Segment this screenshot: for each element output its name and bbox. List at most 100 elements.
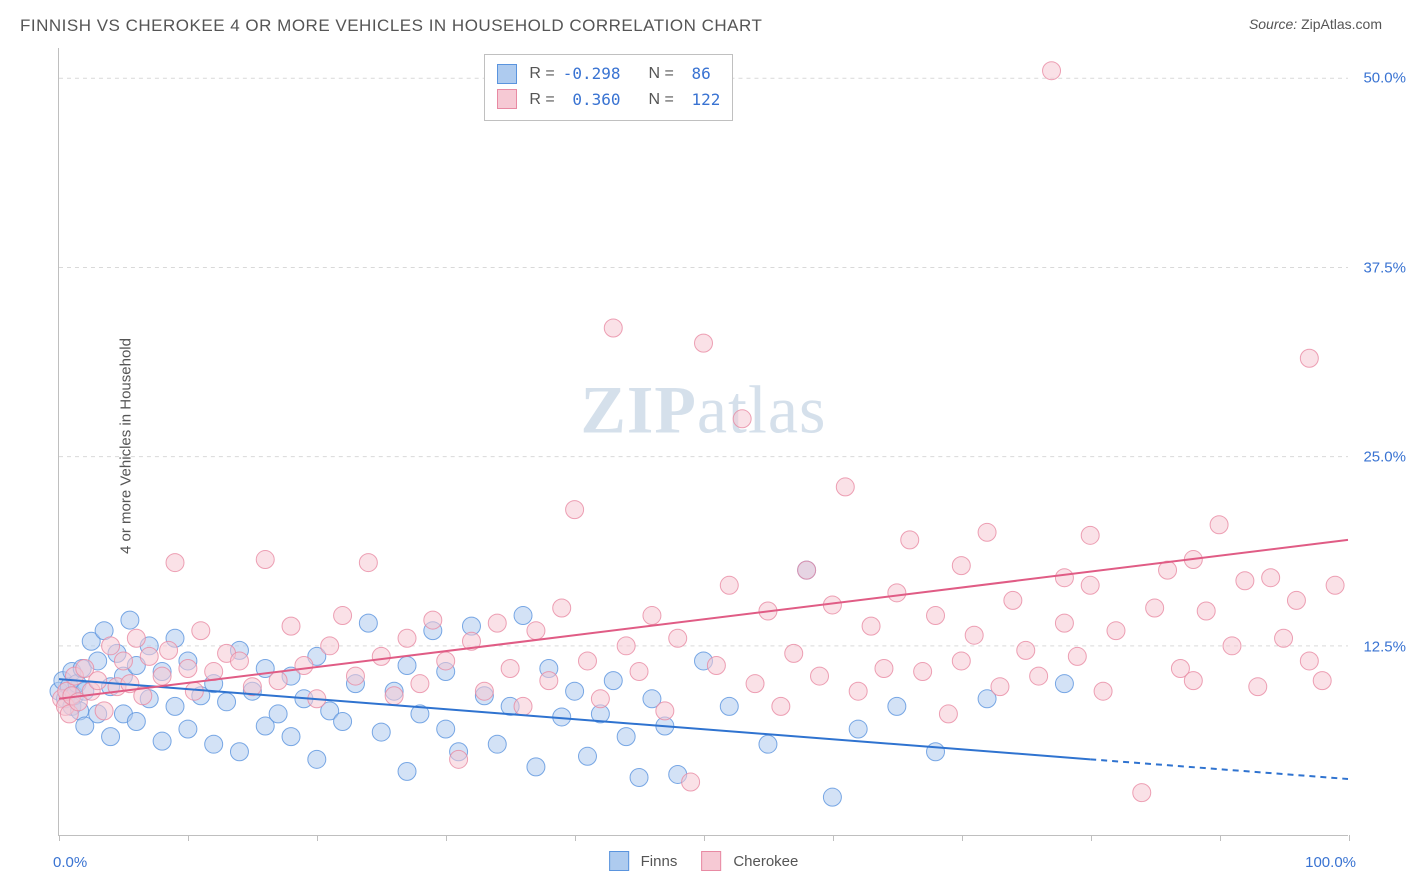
scatter-point xyxy=(1094,682,1112,700)
scatter-point xyxy=(1197,602,1215,620)
scatter-point xyxy=(514,697,532,715)
scatter-point xyxy=(578,652,596,670)
scatter-point xyxy=(617,637,635,655)
scatter-point xyxy=(669,629,687,647)
stat-n-value: 86 xyxy=(682,61,711,87)
scatter-point xyxy=(1313,672,1331,690)
legend-item: Cherokee xyxy=(701,851,798,871)
scatter-point xyxy=(1236,572,1254,590)
scatter-point xyxy=(1107,622,1125,640)
scatter-point xyxy=(720,697,738,715)
scatter-point xyxy=(185,682,203,700)
scatter-point xyxy=(759,735,777,753)
scatter-point xyxy=(166,554,184,572)
scatter-point xyxy=(1017,641,1035,659)
y-tick-label: 12.5% xyxy=(1356,638,1406,655)
scatter-point xyxy=(121,611,139,629)
legend-swatch xyxy=(609,851,629,871)
scatter-point xyxy=(346,667,364,685)
scatter-point xyxy=(823,788,841,806)
scatter-point xyxy=(720,576,738,594)
scatter-point xyxy=(153,732,171,750)
scatter-point xyxy=(733,410,751,428)
scatter-point xyxy=(952,557,970,575)
scatter-point xyxy=(1055,675,1073,693)
scatter-point xyxy=(1300,652,1318,670)
scatter-point xyxy=(95,702,113,720)
chart-svg xyxy=(59,48,1348,835)
scatter-point xyxy=(140,647,158,665)
scatter-point xyxy=(114,652,132,670)
scatter-point xyxy=(437,652,455,670)
scatter-point xyxy=(1223,637,1241,655)
scatter-point xyxy=(1030,667,1048,685)
scatter-point xyxy=(527,622,545,640)
scatter-point xyxy=(488,735,506,753)
x-tick xyxy=(1349,835,1350,841)
scatter-point xyxy=(282,728,300,746)
scatter-point xyxy=(785,644,803,662)
scatter-point xyxy=(1262,569,1280,587)
scatter-point xyxy=(308,750,326,768)
scatter-point xyxy=(256,551,274,569)
scatter-point xyxy=(1249,678,1267,696)
scatter-point xyxy=(927,607,945,625)
scatter-point xyxy=(927,743,945,761)
stats-row: R = 0.360N = 122 xyxy=(497,87,720,113)
scatter-point xyxy=(566,501,584,519)
x-tick xyxy=(833,835,834,841)
scatter-point xyxy=(179,660,197,678)
scatter-point xyxy=(205,735,223,753)
scatter-point xyxy=(952,652,970,670)
scatter-point xyxy=(1081,526,1099,544)
stat-n-label: N = xyxy=(649,61,674,87)
scatter-point xyxy=(1068,647,1086,665)
scatter-point xyxy=(1184,672,1202,690)
scatter-point xyxy=(334,607,352,625)
scatter-point xyxy=(102,728,120,746)
chart-legend: Finns Cherokee xyxy=(609,851,799,871)
legend-swatch xyxy=(701,851,721,871)
legend-item: Finns xyxy=(609,851,678,871)
scatter-point xyxy=(398,629,416,647)
chart-title: FINNISH VS CHEROKEE 4 OR MORE VEHICLES I… xyxy=(20,16,762,35)
scatter-point xyxy=(372,647,390,665)
legend-label: Cherokee xyxy=(733,853,798,870)
scatter-point xyxy=(488,614,506,632)
source-value: ZipAtlas.com xyxy=(1301,16,1382,32)
scatter-point xyxy=(566,682,584,700)
source-attribution: Source: ZipAtlas.com xyxy=(1249,16,1382,32)
scatter-point xyxy=(153,667,171,685)
scatter-point xyxy=(836,478,854,496)
x-tick xyxy=(59,835,60,841)
scatter-point xyxy=(1055,614,1073,632)
scatter-point xyxy=(965,626,983,644)
scatter-point xyxy=(334,713,352,731)
scatter-point xyxy=(359,614,377,632)
y-tick-label: 37.5% xyxy=(1356,259,1406,276)
scatter-point xyxy=(437,720,455,738)
legend-swatch xyxy=(497,89,517,109)
scatter-point xyxy=(630,663,648,681)
scatter-point xyxy=(205,663,223,681)
scatter-point xyxy=(295,657,313,675)
scatter-point xyxy=(230,652,248,670)
scatter-point xyxy=(372,723,390,741)
stat-n-label: N = xyxy=(649,87,674,113)
scatter-point xyxy=(398,657,416,675)
scatter-point xyxy=(695,334,713,352)
scatter-point xyxy=(656,702,674,720)
scatter-point xyxy=(1326,576,1344,594)
scatter-point xyxy=(102,637,120,655)
scatter-point xyxy=(540,672,558,690)
scatter-point xyxy=(1133,784,1151,802)
stats-box: R =-0.298N = 86R = 0.360N = 122 xyxy=(484,54,733,121)
scatter-point xyxy=(553,599,571,617)
scatter-point xyxy=(450,750,468,768)
scatter-point xyxy=(230,743,248,761)
scatter-point xyxy=(630,768,648,786)
x-tick xyxy=(575,835,576,841)
scatter-point xyxy=(501,660,519,678)
scatter-point xyxy=(939,705,957,723)
scatter-point xyxy=(1146,599,1164,617)
